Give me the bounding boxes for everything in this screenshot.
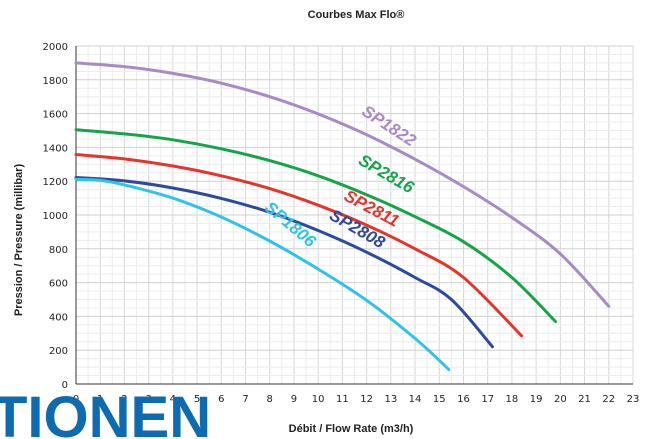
y-tick-label: 1600 <box>43 110 68 121</box>
y-tick-label: 1400 <box>43 143 68 154</box>
series-line-sp1806 <box>74 177 451 372</box>
series-label-sp2816: SP2816 <box>355 151 417 198</box>
x-tick-label: 3 <box>145 394 151 405</box>
x-tick-label: 0 <box>73 394 79 405</box>
x-tick-label: 10 <box>312 394 325 405</box>
chart-grid <box>75 45 634 385</box>
x-tick-label: 19 <box>530 394 543 405</box>
x-tick-label: 17 <box>481 394 494 405</box>
watermark-text: TIONEN <box>0 385 211 439</box>
x-axis-ticks: 0 1 2 3 4 5 6 7 8 9 10 11 12 13 14 15 16 17 18 19 20 21 22 23 <box>73 394 640 405</box>
chart-axes <box>75 46 633 385</box>
x-tick-label: 16 <box>457 394 470 405</box>
chart-title: Courbes Max Flo® <box>308 9 405 21</box>
x-tick-label: 21 <box>578 394 591 405</box>
x-tick-label: 5 <box>194 394 200 405</box>
series-lines <box>74 61 611 372</box>
x-tick-label: 1 <box>97 394 103 405</box>
x-tick-label: 13 <box>384 394 397 405</box>
x-tick-label: 22 <box>602 394 615 405</box>
y-axis-ticks: 0 200 400 600 800 1000 1200 1400 1600 1800 2000 <box>43 42 68 391</box>
x-tick-label: 23 <box>627 394 640 405</box>
x-tick-label: 8 <box>267 394 273 405</box>
series-line-sp2816 <box>74 128 557 323</box>
x-tick-label: 18 <box>506 394 519 405</box>
series-line-sp2808 <box>74 176 494 349</box>
x-tick-label: 6 <box>218 394 224 405</box>
y-tick-label: 1800 <box>43 76 68 87</box>
x-tick-label: 12 <box>360 394 373 405</box>
y-tick-label: 200 <box>49 346 68 357</box>
x-tick-label: 20 <box>554 394 567 405</box>
x-tick-label: 14 <box>409 394 422 405</box>
y-tick-label: 0 <box>62 380 68 391</box>
y-tick-label: 1000 <box>43 211 68 222</box>
series-label-sp1822: SP1822 <box>358 101 420 150</box>
x-tick-label: 9 <box>291 394 297 405</box>
y-tick-label: 600 <box>49 279 68 290</box>
x-axis-title: Débit / Flow Rate (m3/h) <box>289 423 414 435</box>
series-line-sp2811 <box>74 153 524 338</box>
y-tick-label: 1200 <box>43 177 68 188</box>
x-tick-label: 4 <box>170 394 176 405</box>
y-tick-label: 400 <box>49 312 68 323</box>
x-tick-label: 15 <box>433 394 446 405</box>
y-axis-title: Pression / Pressure (millibar) <box>13 164 25 317</box>
series-line-sp1822 <box>74 61 611 308</box>
x-tick-label: 2 <box>121 394 127 405</box>
y-tick-label: 800 <box>49 245 68 256</box>
x-tick-label: 11 <box>336 394 349 405</box>
y-tick-label: 2000 <box>43 42 68 53</box>
x-tick-label: 7 <box>242 394 248 405</box>
